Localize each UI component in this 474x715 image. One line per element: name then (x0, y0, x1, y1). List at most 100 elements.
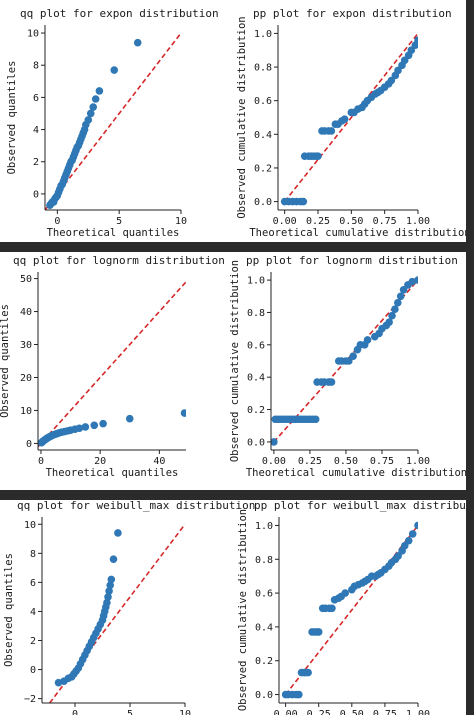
chart-title: qq plot for weibull_max distribution (17, 500, 255, 512)
y-tick-label: 0.2 (255, 656, 273, 667)
y-tick-label: 0.0 (255, 690, 273, 701)
x-tick-label: 0 (54, 216, 60, 227)
separator-2 (0, 490, 474, 500)
x-tick-label: 1.00 (406, 216, 430, 227)
reference-line (38, 281, 186, 448)
data-point (363, 336, 372, 344)
data-point (327, 127, 336, 135)
y-tick-label: 0.2 (247, 405, 265, 416)
y-axis-label: Observed cumulative distribution (237, 509, 249, 711)
chart-pp-lognorm: 0.00 0.25 0.50 0.75 1.00 0.0 0.2 0.4 0.6 0.8 1.0 pp… (229, 254, 466, 479)
y-tick-label: 10 (20, 406, 32, 417)
x-axis-label: Theoretical quantiles (46, 467, 179, 479)
data-point (84, 116, 93, 124)
y-tick-label: 50 (20, 274, 32, 285)
data-point (408, 277, 417, 286)
chart-qq-expon: 0 5 10 0 2 4 6 8 10 qq plot for expon distributio… (6, 7, 219, 239)
chart-qq-weibull-max: 0 5 10 −2 0 2 4 6 8 10 qq plot for weibull_max dis… (3, 500, 255, 715)
x-tick-label: 0.00 (273, 216, 297, 227)
y-axis-label: Observed cumulative distribution (236, 16, 248, 218)
window-edge (466, 0, 474, 715)
data-point (103, 598, 111, 607)
data-point (414, 36, 418, 44)
data-points (38, 409, 186, 447)
chart-pp-weibull-max: 0.00 0.25 0.50 0.75 1.00 0.0 0.2 0.4 0.6 0.8 1.0 pp… (237, 500, 466, 715)
data-point (180, 409, 186, 417)
x-tick-label: 40 (153, 456, 165, 467)
data-point (89, 103, 98, 111)
data-point (109, 555, 118, 563)
chart-qq-lognorm: 0 20 40 0 10 20 30 40 50 qq plot for lognorm dist… (0, 254, 225, 479)
y-tick-label: 0.6 (255, 589, 273, 600)
y-tick-label: 0.4 (255, 622, 273, 633)
y-tick-label: 0.2 (254, 163, 272, 174)
y-tick-label: 4 (33, 125, 39, 136)
data-point (90, 421, 99, 430)
x-tick-label: 0.50 (340, 709, 364, 715)
x-tick-label: 0.75 (370, 456, 394, 467)
data-point (104, 593, 112, 601)
chart-title: pp plot for expon distribution (253, 7, 452, 20)
x-tick-label: 0.50 (334, 456, 358, 467)
separator-1 (0, 242, 474, 252)
x-tick-label: 0.25 (298, 456, 322, 467)
data-point (299, 197, 308, 206)
figure-svg-lognorm: 0 20 40 0 10 20 30 40 50 qq plot for lognorm dist… (0, 254, 466, 479)
x-axis-label: Theoretical cumulative distribution (246, 467, 466, 479)
data-point (414, 276, 418, 284)
data-point (349, 352, 357, 360)
figure-svg-weibull-max: 0 5 10 −2 0 2 4 6 8 10 qq plot for weibull_max dis… (3, 500, 466, 715)
data-point (399, 286, 408, 294)
data-point (314, 628, 323, 636)
y-tick-label: 0.6 (254, 96, 272, 107)
x-axis-label: Theoretical quantiles (47, 227, 180, 239)
y-tick-label: 10 (27, 29, 39, 40)
data-point (81, 423, 90, 431)
y-tick-label: 0 (30, 665, 36, 676)
data-point (327, 378, 336, 386)
figure-svg-expon: 0 5 10 0 2 4 6 8 10 qq plot for expon distributio… (6, 7, 466, 239)
data-point (110, 66, 119, 74)
chart-title: pp plot for lognorm distribution (246, 254, 458, 267)
y-tick-label: 8 (33, 61, 39, 72)
y-tick-label: 0.4 (247, 373, 265, 384)
y-tick-label: 10 (24, 520, 36, 531)
x-tick-label: 1.00 (406, 709, 430, 715)
y-tick-label: 0 (33, 189, 39, 200)
data-point (75, 424, 84, 433)
data-point (295, 690, 303, 699)
y-tick-label: 0.8 (247, 308, 265, 319)
x-tick-label: 0.25 (307, 709, 331, 715)
data-point (396, 292, 405, 301)
x-tick-label: 10 (179, 709, 191, 715)
x-tick-label: 0 (72, 709, 78, 715)
data-points (54, 529, 122, 687)
data-point (106, 581, 114, 590)
y-tick-label: 20 (20, 373, 32, 384)
x-tick-label: 0.00 (262, 456, 286, 467)
y-tick-label: 8 (30, 549, 36, 560)
x-tick-label: 5 (116, 216, 122, 227)
data-point (114, 529, 122, 537)
y-tick-label: 0.4 (254, 130, 272, 141)
figure-panel-weibull-max: 0 5 10 −2 0 2 4 6 8 10 qq plot for weibull_max dis… (0, 500, 466, 715)
data-point (391, 305, 399, 314)
data-point (107, 575, 116, 584)
data-point (414, 521, 418, 530)
data-point (304, 668, 312, 677)
data-points (280, 36, 418, 206)
y-tick-label: 40 (20, 307, 32, 318)
data-point (91, 95, 100, 103)
data-point (125, 414, 134, 423)
y-tick-label: 30 (20, 340, 32, 351)
y-axis-label: Observed quantiles (6, 61, 18, 175)
y-tick-label: 0.8 (255, 555, 273, 566)
y-axis-label: Observed quantiles (0, 304, 11, 418)
data-point (311, 415, 320, 424)
chart-title: pp plot for weibull_max distribution (254, 500, 466, 512)
x-tick-label: 20 (94, 456, 106, 467)
chart-pp-expon: 0.00 0.25 0.50 0.75 1.00 0.0 0.2 0.4 0.6 0.8 1.0 pp… (236, 7, 466, 239)
figure-panel-expon: 0 5 10 0 2 4 6 8 10 qq plot for expon distributio… (0, 0, 466, 242)
x-tick-label: 0.75 (373, 709, 397, 715)
x-tick-label: 0.25 (306, 216, 330, 227)
